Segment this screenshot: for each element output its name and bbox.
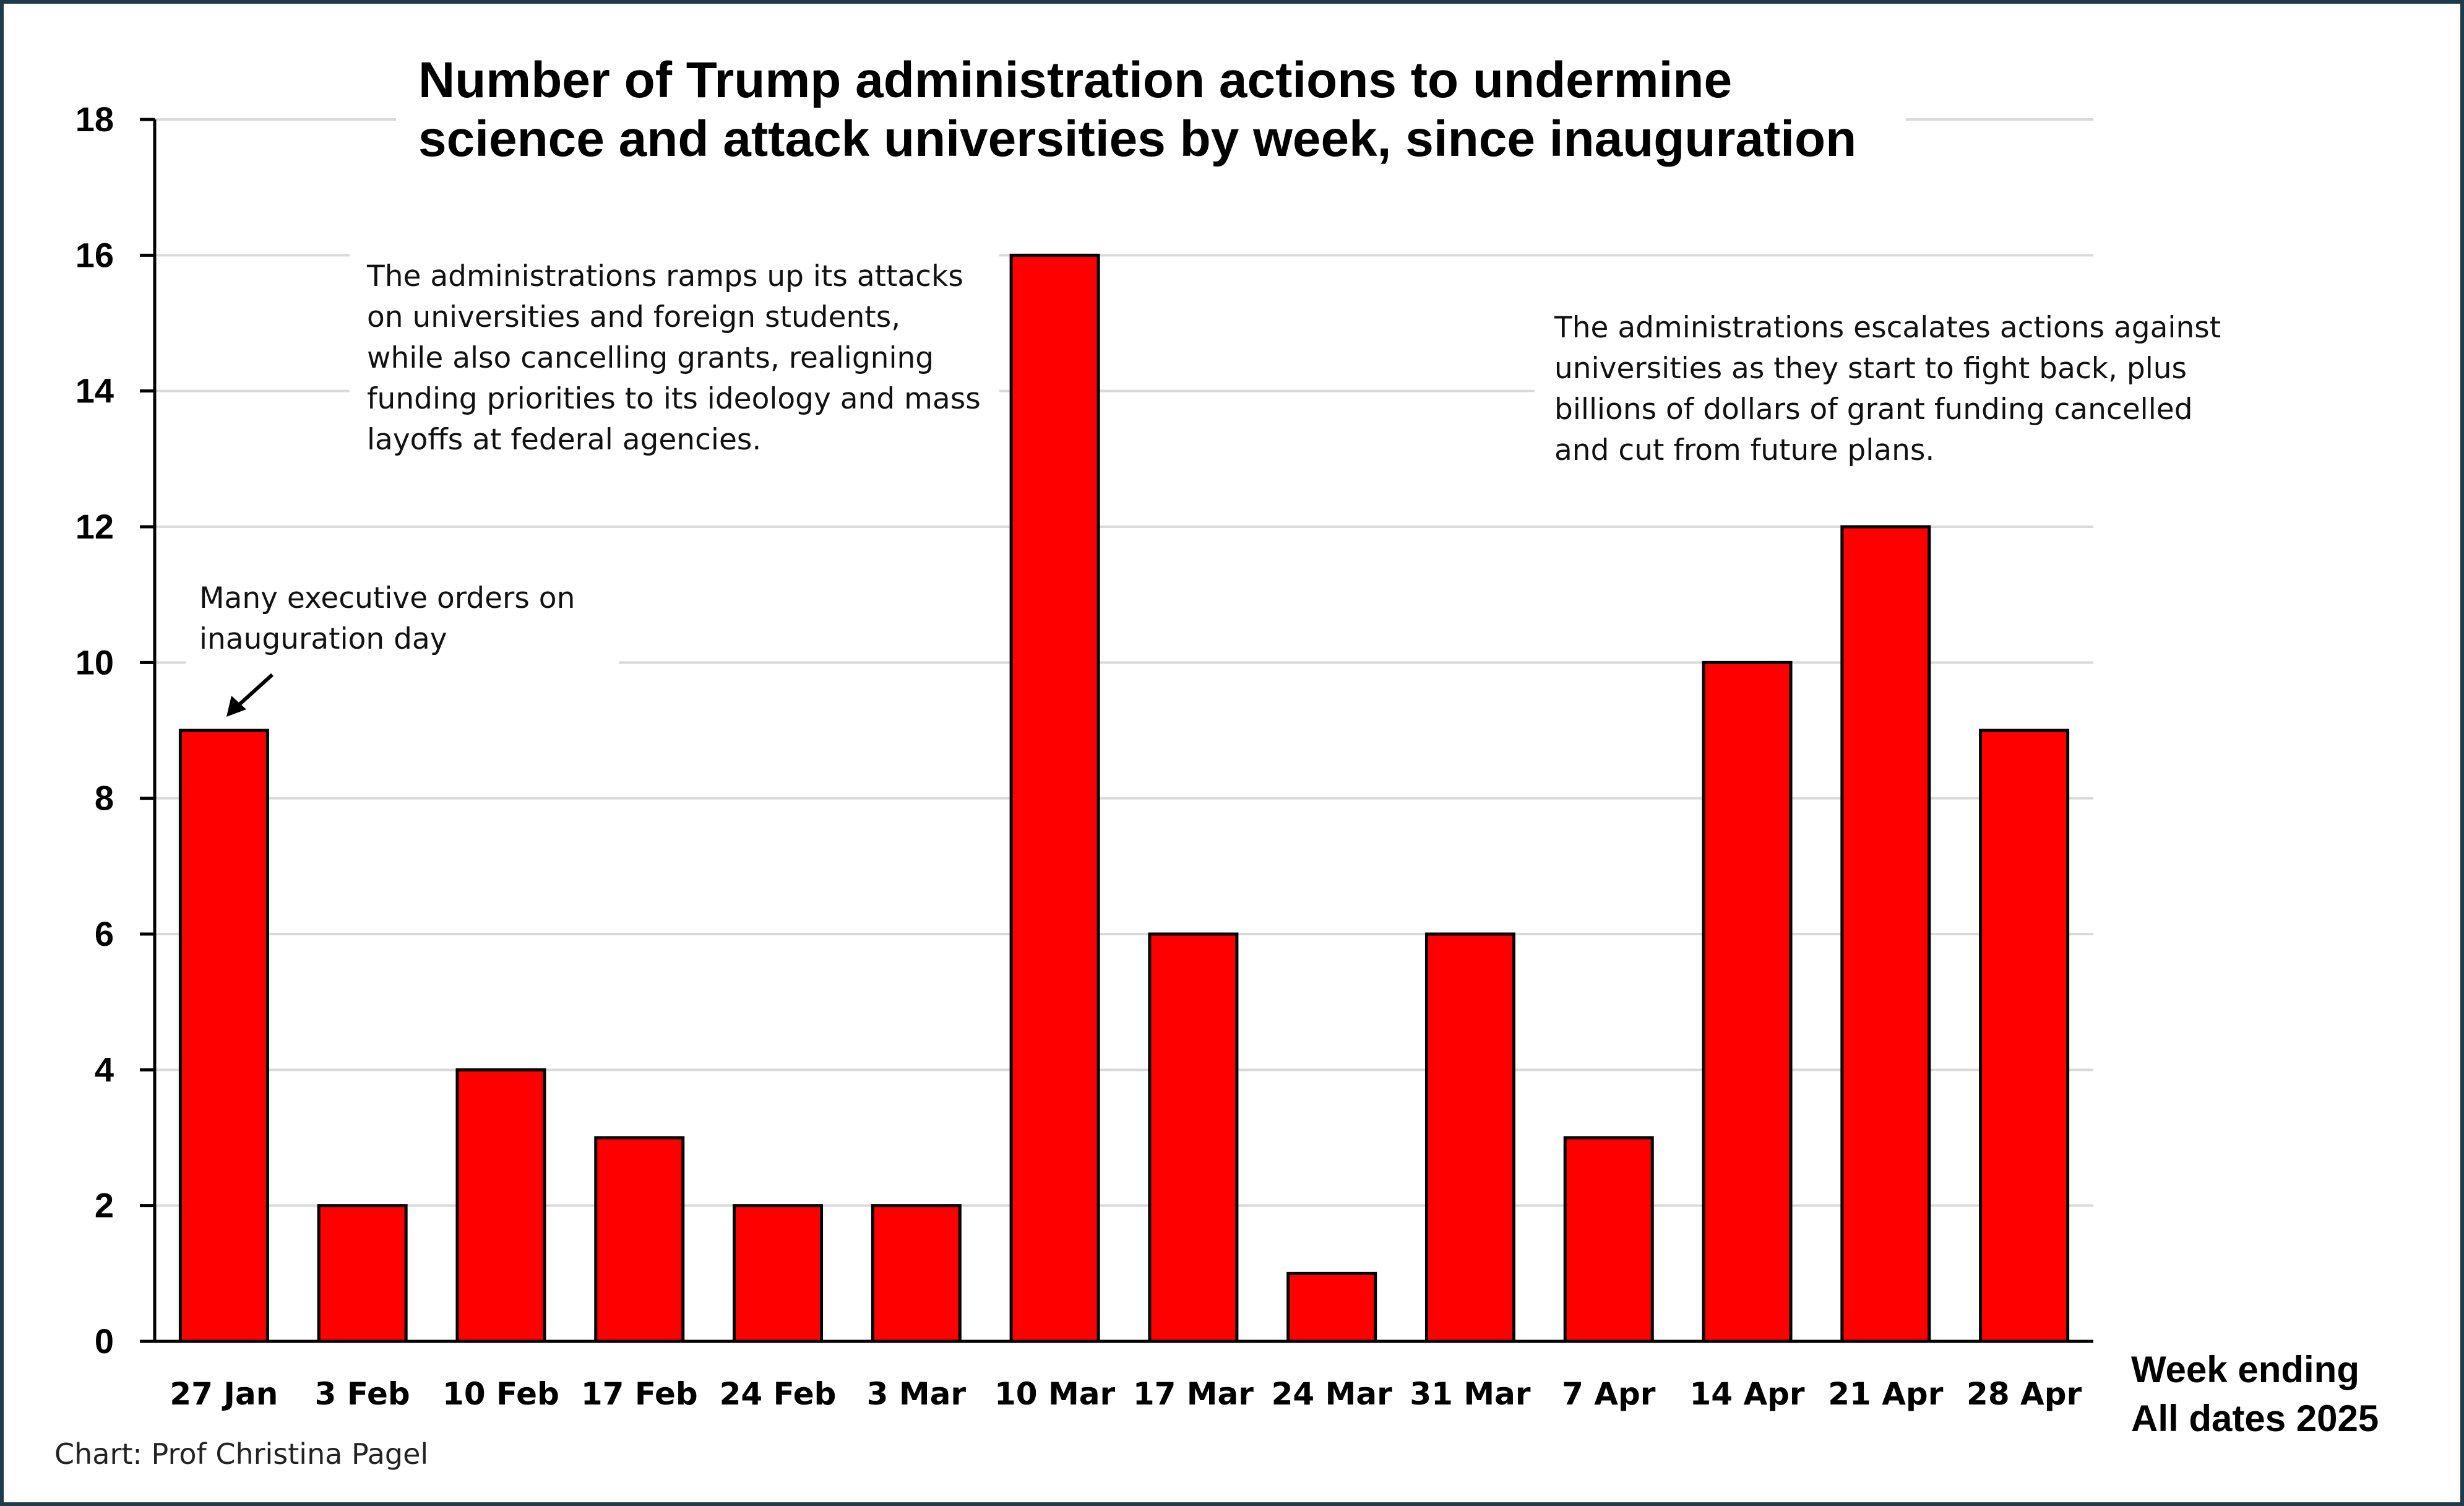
bar [1563,1136,1654,1343]
x-tick-label: 21 Apr [1828,1376,1943,1412]
x-axis-label: Week ending All dates 2025 [2131,1349,2379,1439]
x-axis-label-line-1: Week ending [2131,1349,2359,1390]
title-line-2: science and attack universities by week,… [418,111,1856,167]
bar [871,1204,962,1343]
title-line-1: Number of Trump administration actions t… [418,52,1732,108]
bar [1424,932,1515,1343]
annotation-2-line-5: layoffs at federal agencies. [367,423,761,457]
bar [733,1204,824,1343]
x-tick-label: 10 Feb [442,1376,559,1412]
bar [317,1204,408,1343]
axes [140,118,2093,1343]
x-tick-labels: 27 Jan 3 Feb 10 Feb 17 Feb 24 Feb 3 Mar 10 Mar… [170,1376,2082,1412]
annotation-3-line-3: billions of dollars of grant funding can… [1554,392,2193,426]
bar [594,1136,685,1343]
y-tick-label: 16 [75,235,114,274]
annotation-2-line-1: The administrations ramps up its attacks [366,259,963,293]
x-tick-label: 17 Feb [581,1376,698,1412]
bar [178,729,269,1343]
x-tick-label: 24 Feb [720,1376,837,1412]
y-tick-label: 6 [95,914,114,953]
y-tick-label: 4 [95,1050,114,1089]
x-axis-label-line-2: All dates 2025 [2131,1398,2379,1439]
y-tick-label: 12 [75,507,114,546]
bar [1702,660,1793,1343]
chart-credit: Chart: Prof Christina Pagel [54,1437,428,1471]
bar [455,1068,546,1343]
annotation-arrow-shaft [232,673,274,711]
annotation-2-line-3: while also cancelling grants, realigning [367,341,934,375]
x-tick-label: 27 Jan [170,1376,278,1412]
annotation-3-line-2: universities as they start to fight back… [1554,352,2187,386]
x-tick-label: 3 Feb [315,1376,410,1412]
annotation-arrow-head [226,696,246,717]
bar [1009,253,1100,1343]
annotation-2-line-2: on universities and foreign students, [367,300,900,334]
bar [1148,932,1239,1343]
y-tick-label: 18 [75,100,114,139]
x-tick-label: 7 Apr [1562,1376,1656,1412]
annotation-inauguration: Many executive orders on inauguration da… [186,573,619,717]
x-tick-label: 10 Mar [994,1376,1115,1412]
annotation-1-line-2: inauguration day [199,622,447,656]
y-tick-label: 10 [75,643,114,682]
x-tick-label: 24 Mar [1272,1376,1392,1412]
y-tick-label: 0 [95,1322,114,1361]
y-tick-label: 8 [95,779,114,818]
annotation-escalation: The administrations escalates actions ag… [1535,303,2252,480]
bar [1840,525,1931,1343]
annotation-3-line-4: and cut from future plans. [1554,433,1934,467]
x-tick-label: 28 Apr [1966,1376,2082,1412]
x-tick-label: 17 Mar [1133,1376,1254,1412]
annotation-ramp-up: The administrations ramps up its attacks… [350,251,999,470]
bars [178,253,2070,1343]
y-tick-label: 14 [75,371,114,410]
annotation-2-line-4: funding priorities to its ideology and m… [367,382,981,416]
chart-title: Number of Trump administration actions t… [396,50,1906,180]
x-tick-label: 31 Mar [1410,1376,1530,1412]
annotation-1-line-1: Many executive orders on [199,581,575,615]
annotation-3-line-1: The administrations escalates actions ag… [1554,311,2221,345]
x-tick-label: 3 Mar [867,1376,967,1412]
y-tick-label: 2 [95,1186,114,1225]
x-tick-label: 14 Apr [1689,1376,1804,1412]
bar [1286,1271,1377,1343]
bar [1979,729,2070,1343]
y-tick-labels: 0 2 4 6 8 10 12 14 16 18 [75,100,114,1361]
